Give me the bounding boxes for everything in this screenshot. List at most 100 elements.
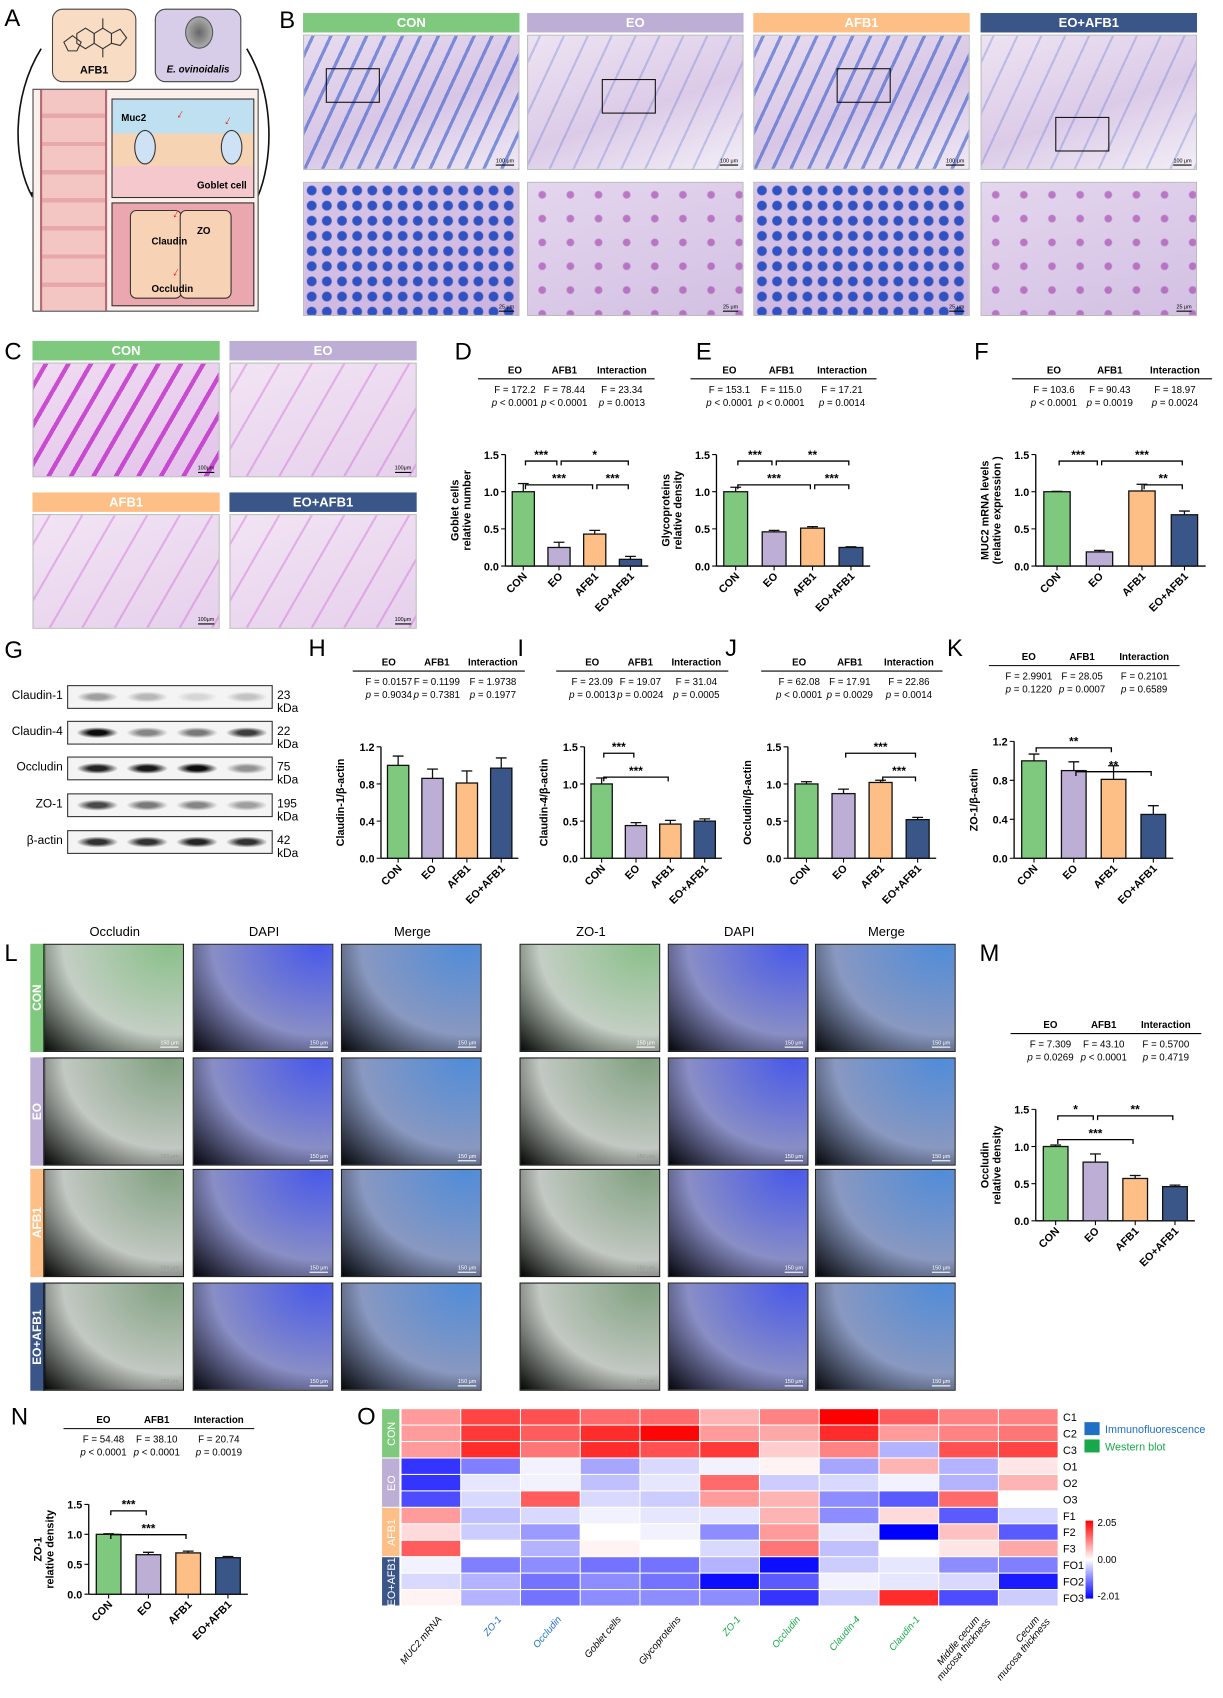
- claudin-label: Claudin: [151, 235, 188, 247]
- y-tick-label: 0.0: [993, 854, 1008, 866]
- row-group-label-eo: EO: [386, 1475, 398, 1491]
- y-tick-label: 1.0: [695, 487, 710, 499]
- heatmap-cell: [700, 1442, 759, 1458]
- chart-svg: EO AFB1 Interaction F = 7.309 F = 43.10 F = 0…: [980, 1020, 1202, 1269]
- significance-label: ***: [612, 740, 626, 754]
- chart-svg: EO AFB1 Interaction F = 62.08 F = 17.91 F = 2…: [742, 658, 943, 907]
- tight-junction-inset: ZO Claudin Occludin ↓ ↓: [111, 202, 255, 307]
- panel-letter-d: D: [454, 337, 472, 365]
- scale-bar: 25 μm: [498, 304, 515, 312]
- f-statistic: F = 19.07: [620, 677, 661, 688]
- if-image-occludin-merge-con: 150 μm: [340, 943, 482, 1052]
- band: [226, 727, 268, 739]
- panel-letter-c: C: [4, 337, 22, 365]
- significance-bracket: [603, 776, 669, 782]
- legend-swatch-western-blot: [1084, 1439, 1100, 1453]
- stats-header-eo: EO: [96, 1415, 110, 1426]
- histology-zoom-image-afb1: 25 μm: [753, 181, 970, 317]
- f-statistic: F = 153.1: [709, 385, 750, 396]
- histology-zoom-image-con: 25 μm: [303, 181, 520, 317]
- heatmap-cell: [401, 1474, 461, 1491]
- y-tick-label: 0.5: [67, 1560, 82, 1572]
- f-statistic: F = 23.34: [601, 385, 643, 396]
- heatmap-cell: [401, 1590, 461, 1606]
- heatmap-cell: [998, 1474, 1058, 1491]
- heatmap-cell: [879, 1540, 939, 1557]
- band: [76, 727, 118, 739]
- heatmap-cell: [580, 1409, 640, 1425]
- y-tick-label: 0.4: [993, 815, 1008, 827]
- chart-f-muc2-mrna: EO AFB1 Interaction F = 103.6 F = 90.43 F = 1…: [979, 363, 1213, 639]
- significance-label: ***: [767, 472, 781, 486]
- legend-label-immunofluorescence: Immunofluorescence: [1105, 1424, 1205, 1436]
- scale-bar: 100μm: [394, 465, 412, 473]
- y-tick-label: 0.5: [766, 816, 781, 828]
- heatmap-cell: [401, 1425, 461, 1441]
- scale-bar: 150 μm: [636, 1153, 655, 1162]
- chart-d-goblet-cells: EO AFB1 Interaction F = 172.2 F = 78.44 F = 2…: [449, 363, 655, 639]
- stats-header-eo: EO: [382, 658, 396, 669]
- p-value: p = 0.0024: [616, 690, 664, 701]
- group-label-eo-afb1: EO+AFB1: [229, 492, 417, 512]
- significance-label: **: [808, 448, 818, 462]
- heatmap-cell: [759, 1409, 819, 1425]
- heatmap-cell: [580, 1458, 640, 1474]
- heatmap-cell: [401, 1540, 461, 1557]
- column-header-dapi: DAPI: [724, 924, 755, 940]
- y-axis-label: Occludin/β-actin: [742, 760, 754, 845]
- scale-bar: 25 μm: [1176, 304, 1192, 312]
- scale-bar: 100μm: [197, 465, 215, 473]
- stats-header-eo: EO: [1043, 1020, 1057, 1031]
- panel-letter-a: A: [4, 4, 21, 32]
- zoom-region-box: [325, 68, 380, 103]
- f-statistic: F = 103.6: [1033, 385, 1074, 396]
- blot-label-claudin-1: Claudin-1: [11, 689, 63, 703]
- blot-strip-zo-1: [67, 793, 273, 818]
- chart-svg: EO AFB1 Interaction F = 103.6 F = 90.43 F = 1…: [980, 365, 1213, 614]
- heatmap-cell: [640, 1442, 700, 1458]
- significance-bracket: [560, 460, 629, 466]
- heatmap-cell: [401, 1491, 461, 1507]
- significance-bracket: [1057, 1139, 1134, 1144]
- band: [126, 799, 168, 811]
- blot-strip--actin: [67, 830, 273, 854]
- heatmap-cell: [521, 1442, 580, 1458]
- band: [176, 799, 218, 811]
- heatmap-cell: [998, 1507, 1058, 1524]
- heatmap-cell: [879, 1557, 939, 1573]
- p-value: p = 0.0007: [1058, 685, 1105, 696]
- p-value: p = 0.0029: [826, 690, 873, 701]
- row-group-label-con: CON: [386, 1422, 398, 1446]
- f-statistic: F = 28.05: [1061, 672, 1102, 683]
- scale-bar: 150 μm: [932, 1265, 951, 1273]
- stats-header-interaction: Interaction: [597, 365, 647, 376]
- row-group-afb1: [382, 1507, 400, 1557]
- band: [226, 836, 268, 848]
- heatmap-cell: [939, 1409, 998, 1425]
- heatmap-cell: [939, 1507, 998, 1524]
- heatmap-cell: [879, 1442, 939, 1458]
- f-statistic: F = 0.0157: [365, 677, 412, 688]
- if-image-occludin-merge-afb1: 150 μm: [340, 1168, 482, 1278]
- heatmap-cell: [879, 1524, 939, 1540]
- band: [226, 691, 268, 703]
- y-tick-label: 0.8: [993, 776, 1008, 788]
- band: [176, 691, 218, 703]
- heatmap-cell: [939, 1491, 998, 1507]
- significance-label: ***: [122, 1498, 136, 1512]
- scale-bar: 25 μm: [722, 304, 739, 312]
- y-axis-label: Claudin-4/β-actin: [539, 759, 551, 847]
- chart-svg: EO AFB1 Interaction F = 153.1 F = 115.0 F = 1…: [660, 365, 877, 614]
- group-label-eo: EO: [229, 340, 417, 361]
- band: [126, 691, 168, 703]
- stats-header-interaction: Interaction: [671, 658, 721, 669]
- column-header-merge: Merge: [867, 924, 905, 940]
- heatmap-cell: [819, 1573, 879, 1590]
- heatmap-cell: [461, 1442, 520, 1458]
- if-image-occludin-occludin-eo-afb1: 150 μm: [43, 1282, 184, 1391]
- heatmap-cell: [819, 1557, 879, 1573]
- p-value: p < 0.0001: [79, 1448, 126, 1459]
- heatmap-cell: [700, 1557, 759, 1573]
- bar-afb1: [1128, 490, 1156, 567]
- heatmap-cell: [998, 1409, 1058, 1425]
